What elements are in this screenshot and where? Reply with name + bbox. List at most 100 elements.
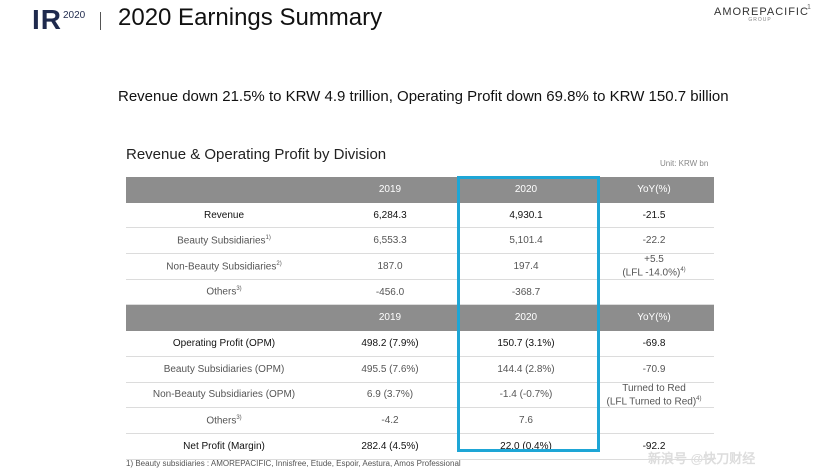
- row-label: Revenue: [126, 202, 322, 229]
- page-title: 2020 Earnings Summary: [118, 4, 383, 31]
- row-label-text: Others: [206, 415, 237, 427]
- earnings-table: 2019 2020 YoY(%) Revenue 6,284.3 4,930.1 -21.5…: [126, 177, 714, 460]
- table-header-row: 2019 2020 YoY(%): [126, 177, 714, 203]
- value-2020-text: 197.4: [513, 260, 539, 272]
- header-cell: 2020: [458, 177, 594, 203]
- table-row: Non-Beauty Subsidiaries2) 187.0 197.4 +5.5(…: [126, 253, 714, 280]
- value-2020-text: 4,930.1: [509, 209, 543, 221]
- value-yoy: -70.9: [594, 356, 714, 383]
- table-row: Beauty Subsidiaries (OPM) 495.5 (7.6%) 144…: [126, 356, 714, 383]
- value-yoy-text: -92.2: [642, 440, 666, 452]
- value-yoy-text: -22.2: [642, 235, 666, 247]
- value-2019-text: -456.0: [375, 286, 405, 298]
- row-label: Others3): [126, 279, 322, 306]
- header-cell: 2019: [322, 304, 458, 332]
- section-title: Revenue & Operating Profit by Division: [126, 146, 387, 163]
- value-2019: 282.4 (4.5%): [322, 433, 458, 460]
- table-row: Beauty Subsidiaries1) 6,553.3 5,101.4 -22.2: [126, 227, 714, 255]
- ir-label: IR: [32, 4, 62, 35]
- logo-subtext: GROUP: [748, 17, 772, 23]
- row-label: Others3): [126, 407, 322, 434]
- value-2019-text: -4.2: [381, 415, 399, 427]
- value-2020: 144.4 (2.8%): [458, 356, 594, 383]
- footnote-marker: 2): [276, 260, 282, 267]
- brand-logo: AMOREPACIFIC GROUP: [714, 6, 808, 23]
- value-2019: -4.2: [322, 407, 458, 434]
- value-yoy-note: (LFL -14.0%): [622, 267, 681, 279]
- value-2020-text: 22.0 (0.4%): [500, 440, 552, 452]
- table-row: Revenue 6,284.3 4,930.1 -21.5: [126, 202, 714, 229]
- table-header-row: 2019 2020 YoY(%): [126, 304, 714, 332]
- value-yoy: -22.2: [594, 227, 714, 255]
- value-2019: -456.0: [322, 279, 458, 306]
- value-2019-text: 6,553.3: [373, 235, 407, 247]
- value-2020: 150.7 (3.1%): [458, 330, 594, 357]
- value-yoy-text: -70.9: [642, 363, 666, 375]
- value-yoy: +5.5 (LFL -14.0%)4): [594, 253, 714, 280]
- row-label: Non-Beauty Subsidiaries (OPM): [126, 382, 322, 409]
- header-cell-text: YoY(%): [637, 183, 671, 195]
- value-2019-text: 495.5 (7.6%): [361, 363, 419, 375]
- value-2019: 6.9 (3.7%): [322, 382, 458, 409]
- header-cell-text: 2019: [378, 312, 402, 324]
- value-2020: -1.4 (-0.7%): [458, 382, 594, 409]
- value-yoy-text: +5.5: [644, 254, 664, 266]
- header-cell-text: 2020: [514, 183, 538, 195]
- row-label-text: Others: [206, 286, 237, 298]
- value-yoy: Turned to Red (LFL Turned to Red)4): [594, 382, 714, 409]
- value-2020-text: -1.4 (-0.7%): [499, 389, 553, 401]
- value-yoy: -92.2: [594, 433, 714, 460]
- row-label-text: Non-Beauty Subsidiaries (OPM): [152, 389, 296, 401]
- value-2020: 197.4: [458, 253, 594, 280]
- header-cell-text: 2020: [514, 312, 538, 324]
- row-label: Beauty Subsidiaries1): [126, 227, 322, 255]
- row-label: Beauty Subsidiaries (OPM): [126, 356, 322, 383]
- value-2019-text: 282.4 (4.5%): [361, 440, 419, 452]
- header-cell: YoY(%): [594, 304, 714, 332]
- row-label-text: Beauty Subsidiaries: [177, 235, 266, 247]
- row-label-text: Net Profit (Margin): [183, 440, 265, 452]
- value-yoy: [594, 279, 714, 306]
- footnote: 1) Beauty subsidiaries : AMOREPACIFIC, I…: [126, 459, 461, 468]
- header-divider: [100, 12, 101, 30]
- value-2019: 6,553.3: [322, 227, 458, 255]
- value-2020: -368.7: [458, 279, 594, 306]
- value-2019: 187.0: [322, 253, 458, 280]
- value-yoy-text: Turned to Red: [622, 382, 686, 394]
- value-2020: 7.6: [458, 407, 594, 434]
- value-yoy: -21.5: [594, 202, 714, 229]
- value-2020: 5,101.4: [458, 227, 594, 255]
- value-yoy: [594, 407, 714, 434]
- value-2019-text: 187.0: [377, 260, 403, 272]
- table-row: Net Profit (Margin) 282.4 (4.5%) 22.0 (0.4…: [126, 433, 714, 460]
- value-2019: 6,284.3: [322, 202, 458, 229]
- row-label-text: Operating Profit (OPM): [172, 337, 276, 349]
- table-row: Others3) -4.2 7.6: [126, 407, 714, 434]
- value-2019: 498.2 (7.9%): [322, 330, 458, 357]
- value-2019: 495.5 (7.6%): [322, 356, 458, 383]
- row-label: Non-Beauty Subsidiaries2): [126, 253, 322, 280]
- value-yoy-text: -21.5: [642, 209, 666, 221]
- footnote-marker: 1): [265, 235, 271, 242]
- value-2020: 22.0 (0.4%): [458, 433, 594, 460]
- footnote-marker: 3): [236, 286, 242, 293]
- header-cell-text: 2019: [378, 183, 402, 195]
- value-yoy-text: -69.8: [642, 337, 666, 349]
- row-label: Operating Profit (OPM): [126, 330, 322, 357]
- value-2020-text: 144.4 (2.8%): [497, 363, 555, 375]
- header-cell: 2019: [322, 177, 458, 203]
- unit-label: Unit: KRW bn: [660, 159, 709, 168]
- value-2020: 4,930.1: [458, 202, 594, 229]
- header-cell: [126, 304, 322, 332]
- header-cell: YoY(%): [594, 177, 714, 203]
- value-2019-text: 498.2 (7.9%): [361, 337, 419, 349]
- table-row: Others3) -456.0 -368.7: [126, 279, 714, 306]
- headline: Revenue down 21.5% to KRW 4.9 trillion, …: [118, 88, 729, 105]
- value-yoy-note: (LFL Turned to Red): [606, 396, 697, 407]
- table-row: Operating Profit (OPM) 498.2 (7.9%) 150.7 …: [126, 330, 714, 357]
- row-label: Net Profit (Margin): [126, 433, 322, 460]
- value-yoy: -69.8: [594, 330, 714, 357]
- table-row: Non-Beauty Subsidiaries (OPM) 6.9 (3.7%) -…: [126, 382, 714, 409]
- header-cell-text: YoY(%): [637, 312, 671, 324]
- footnote-marker: 4): [680, 267, 686, 274]
